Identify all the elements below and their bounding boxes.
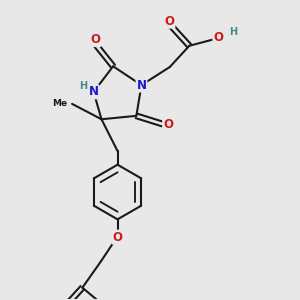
Text: O: O <box>164 15 175 28</box>
Text: Me: Me <box>52 99 68 108</box>
Text: O: O <box>163 118 173 131</box>
Text: O: O <box>112 231 122 244</box>
Text: H: H <box>79 81 87 91</box>
Text: O: O <box>90 33 100 46</box>
Text: O: O <box>213 31 223 44</box>
Text: N: N <box>88 85 99 98</box>
Text: N: N <box>136 79 146 92</box>
Text: H: H <box>229 27 237 37</box>
